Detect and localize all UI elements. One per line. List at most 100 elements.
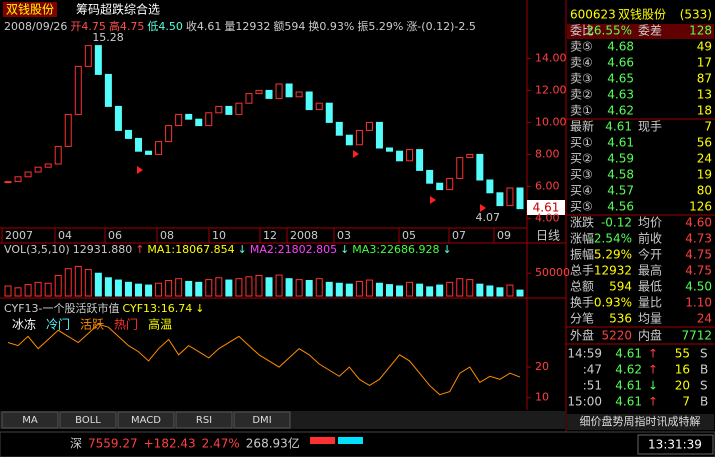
candle xyxy=(416,149,424,171)
tab[interactable] xyxy=(1,411,59,429)
candle xyxy=(426,169,434,184)
buy-volume: 24 xyxy=(697,152,712,166)
status-change: +182.43 xyxy=(144,437,196,451)
legend-item: 热门 xyxy=(114,317,138,332)
tick-price: 4.61 xyxy=(615,347,642,361)
candle xyxy=(436,182,444,191)
gauge xyxy=(338,437,363,444)
tick-arrow: ↑ xyxy=(648,395,658,409)
last-price-box xyxy=(527,200,565,215)
volume-bar xyxy=(205,279,213,297)
label: 前收 xyxy=(638,231,662,246)
volume-bar xyxy=(245,276,253,297)
tab[interactable] xyxy=(175,411,233,429)
date-label: 07 xyxy=(452,229,466,242)
label: 今开 xyxy=(638,247,662,262)
volume-bar xyxy=(305,280,313,297)
volume-bar xyxy=(426,286,434,297)
candle xyxy=(456,157,464,179)
indicator-header: CYF13-一个股活跃市值 xyxy=(4,301,120,315)
volume-bar xyxy=(466,279,474,297)
volume-bar xyxy=(436,284,444,297)
sell-volume: 13 xyxy=(697,88,712,102)
volume-bar xyxy=(94,272,102,297)
label: 均价 xyxy=(638,216,662,230)
tick-time: :51 xyxy=(583,379,602,393)
volume-bar xyxy=(416,283,424,297)
candle xyxy=(94,45,102,75)
candle xyxy=(406,149,414,162)
value: 594 xyxy=(609,280,632,294)
volume-bar xyxy=(375,282,383,297)
volume-bar xyxy=(185,280,193,297)
tab[interactable] xyxy=(233,411,291,429)
sell-volume: 49 xyxy=(697,40,712,54)
panel-tabs[interactable] xyxy=(567,414,714,430)
volume-bar xyxy=(406,281,414,297)
label: 最低 xyxy=(638,280,662,294)
sell-label: 卖③ xyxy=(570,72,593,86)
name-box xyxy=(3,2,57,17)
volume-bar xyxy=(365,279,373,297)
value: 7 xyxy=(704,120,712,134)
volume-bar xyxy=(235,278,243,297)
volume-bar xyxy=(14,287,22,297)
volume-bar xyxy=(74,265,82,297)
buy-price: 4.56 xyxy=(607,200,634,214)
volume-bar xyxy=(175,278,183,297)
candle xyxy=(496,192,504,207)
date-label: 05 xyxy=(402,229,416,242)
candle xyxy=(345,134,353,146)
volume-bar xyxy=(54,275,62,297)
candle xyxy=(375,121,383,149)
value: 24 xyxy=(697,312,712,326)
tick-volume: 16 xyxy=(675,363,690,377)
y-tick-label: 20 xyxy=(535,360,549,373)
date-label: 2007 xyxy=(5,229,33,242)
label: 总额 xyxy=(570,280,594,294)
code: 600623 xyxy=(570,8,616,22)
date-label: 2008 xyxy=(290,229,318,242)
tab[interactable] xyxy=(117,411,175,429)
tab[interactable] xyxy=(59,411,117,429)
date-label: 10 xyxy=(212,229,226,242)
volume-bar xyxy=(506,284,514,297)
volume-bar xyxy=(456,278,464,297)
label: 现手 xyxy=(638,120,662,134)
info-item: 收4.61 xyxy=(186,19,222,33)
buy-price: 4.57 xyxy=(607,184,634,198)
value: 536 xyxy=(609,312,632,326)
candle xyxy=(516,187,524,210)
date-label: 03 xyxy=(337,229,351,242)
buy-label: 买④ xyxy=(570,184,593,198)
buy-label: 买③ xyxy=(570,168,593,182)
label: 量比 xyxy=(638,296,662,310)
sell-label: 卖④ xyxy=(570,56,593,70)
volume-header: ↓ xyxy=(340,243,349,256)
volume-bar xyxy=(165,280,173,297)
volume-bar xyxy=(195,281,203,297)
label: 外盘 xyxy=(570,328,594,343)
buy-price: 4.58 xyxy=(607,168,634,182)
volume-header: ↓ xyxy=(443,243,452,256)
tick-arrow: ↓ xyxy=(648,379,658,393)
candle xyxy=(385,147,393,152)
last-price: 4.61 xyxy=(533,201,560,215)
tick-time: 14:59 xyxy=(567,347,602,361)
candle xyxy=(14,176,22,183)
tick-arrow: ↑ xyxy=(648,347,658,361)
info-item: 量12932 xyxy=(224,20,270,33)
period-label: 日线 xyxy=(536,229,560,243)
candle xyxy=(64,113,72,147)
candle xyxy=(235,102,243,115)
volume-bar xyxy=(396,285,404,297)
value: 4.61 xyxy=(605,120,632,134)
tab-label: DMI xyxy=(252,415,271,426)
candle xyxy=(195,118,203,127)
volume-bar xyxy=(325,281,333,297)
tick-side: B xyxy=(700,395,708,409)
volume-bar xyxy=(135,283,143,297)
candle xyxy=(74,65,82,115)
label: 均量 xyxy=(638,312,662,326)
